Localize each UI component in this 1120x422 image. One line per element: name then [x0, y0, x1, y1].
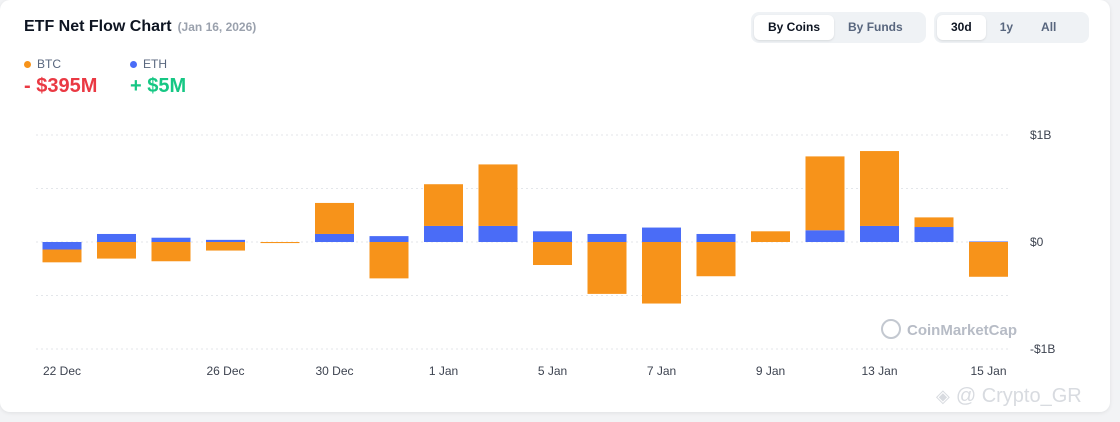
- chart-header: ETF Net Flow Chart (Jan 16, 2026): [24, 18, 256, 36]
- y-tick-label: $1B: [1030, 128, 1051, 142]
- bar-btc[interactable]: [151, 242, 191, 262]
- legend-eth-value: + $5M: [130, 75, 187, 97]
- range-30d-button[interactable]: 30d: [937, 15, 986, 40]
- bar-eth[interactable]: [478, 225, 518, 242]
- x-tick-label: 30 Dec: [315, 364, 353, 378]
- x-tick-label: 5 Jan: [538, 364, 567, 378]
- legend-btc-label: BTC: [37, 57, 61, 71]
- bar-eth[interactable]: [369, 236, 409, 242]
- x-tick-label: 26 Dec: [206, 364, 244, 378]
- bar-btc[interactable]: [97, 242, 136, 259]
- bar-eth[interactable]: [914, 227, 954, 242]
- by-coins-button[interactable]: By Coins: [754, 15, 835, 40]
- bar-eth[interactable]: [151, 237, 191, 242]
- bar-btc[interactable]: [478, 164, 518, 226]
- bar-eth[interactable]: [206, 239, 245, 242]
- bar-btc[interactable]: [587, 242, 627, 294]
- x-tick-label: 15 Jan: [970, 364, 1006, 378]
- legend-eth[interactable]: ETH + $5M: [130, 57, 186, 98]
- range-all-button[interactable]: All: [1041, 20, 1057, 34]
- bar-btc[interactable]: [42, 249, 82, 263]
- chart-title: ETF Net Flow Chart: [24, 18, 172, 35]
- x-tick-label: 22 Dec: [43, 364, 81, 378]
- watermark-brand: CoinMarketCap: [907, 322, 1017, 339]
- bar-eth[interactable]: [97, 233, 136, 242]
- x-tick-label: 7 Jan: [647, 364, 676, 378]
- diamond-icon: ◈: [936, 386, 950, 406]
- bar-eth[interactable]: [587, 233, 627, 242]
- x-tick-label: 9 Jan: [756, 364, 785, 378]
- etf-net-flow-card: [0, 0, 1110, 412]
- bar-btc[interactable]: [751, 231, 790, 242]
- coinmarketcap-logo-icon: [881, 319, 901, 339]
- bar-btc[interactable]: [424, 184, 463, 226]
- range-1y-button[interactable]: 1y: [999, 20, 1014, 34]
- by-funds-button[interactable]: By Funds: [848, 20, 903, 34]
- bar-eth[interactable]: [969, 241, 1008, 243]
- bar-btc[interactable]: [860, 151, 899, 226]
- bar-btc[interactable]: [533, 242, 572, 266]
- legend-btc-value: - $395M: [24, 75, 98, 97]
- bar-eth[interactable]: [642, 227, 681, 242]
- bar-btc[interactable]: [914, 217, 954, 228]
- bar-btc[interactable]: [315, 202, 354, 234]
- bar-eth[interactable]: [805, 230, 845, 242]
- bar-btc[interactable]: [969, 242, 1008, 277]
- bar-btc[interactable]: [206, 242, 245, 251]
- coinmarketcap-watermark: CoinMarketCap: [881, 319, 1017, 339]
- overlay-watermark: ◈ @ Crypto_GR: [936, 385, 1082, 408]
- bar-eth[interactable]: [424, 225, 463, 242]
- bar-eth[interactable]: [533, 231, 572, 242]
- eth-dot-icon: [130, 60, 137, 68]
- bar-eth[interactable]: [860, 225, 899, 242]
- y-tick-label: $0: [1030, 235, 1044, 249]
- btc-dot-icon: [24, 60, 31, 68]
- bar-eth[interactable]: [696, 233, 736, 242]
- bar-btc[interactable]: [369, 242, 409, 279]
- bar-btc[interactable]: [805, 156, 845, 231]
- x-tick-label: 1 Jan: [429, 364, 458, 378]
- x-tick-label: 13 Jan: [861, 364, 897, 378]
- legend-btc[interactable]: BTC - $395M: [24, 57, 97, 98]
- y-tick-label: -$1B: [1030, 342, 1055, 356]
- range-toggle: 30d 1y All: [934, 12, 1089, 43]
- bar-btc[interactable]: [642, 242, 681, 304]
- bar-btc[interactable]: [260, 242, 300, 244]
- chart-date: (Jan 16, 2026): [177, 20, 257, 34]
- bar-btc[interactable]: [696, 242, 736, 277]
- legend-eth-label: ETH: [143, 57, 167, 71]
- bar-eth[interactable]: [42, 242, 82, 250]
- bar-eth[interactable]: [315, 233, 354, 242]
- overlay-watermark-text: @ Crypto_GR: [955, 385, 1082, 407]
- view-toggle: By Coins By Funds: [751, 12, 926, 43]
